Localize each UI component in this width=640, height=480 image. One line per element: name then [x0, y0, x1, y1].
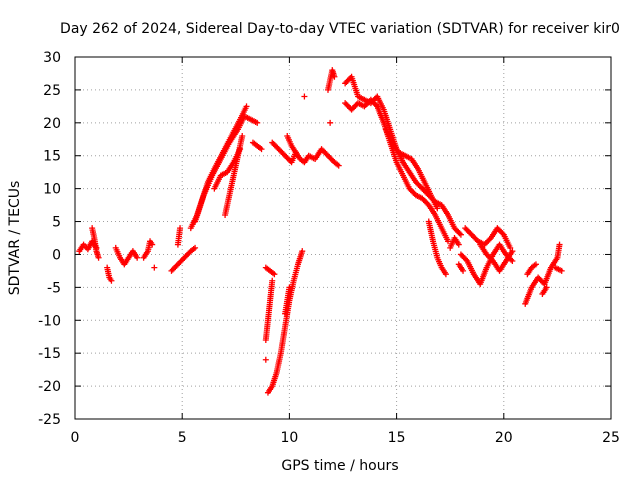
- data-point: [457, 231, 464, 238]
- data-point: [507, 244, 514, 251]
- y-tick-label: 30: [43, 50, 61, 66]
- x-tick-label: 25: [602, 430, 620, 446]
- data-point: [509, 258, 516, 265]
- x-axis-label: GPS time / hours: [281, 458, 398, 474]
- x-tick-label: 20: [495, 430, 513, 446]
- y-tick-label: 5: [52, 215, 61, 231]
- data-point: [134, 254, 141, 261]
- y-tick-label: -5: [47, 280, 61, 296]
- data-point: [434, 205, 441, 212]
- data-point: [543, 284, 550, 291]
- grid-layer: [75, 57, 611, 419]
- y-axis-label: SDTVAR / TECUs: [7, 181, 23, 296]
- data-point: [239, 132, 246, 139]
- data-point: [558, 267, 565, 274]
- x-tick-label: 0: [71, 430, 80, 446]
- plot-frame: [74, 56, 612, 420]
- data-point: [556, 241, 563, 248]
- data-point: [108, 277, 115, 284]
- data-point: [258, 146, 265, 153]
- tick-layer: 0 5 10 15 20 25 -25 -20 -15 -10 -5 0 5 10 15 20 25 30: [38, 50, 620, 446]
- data-marks: [76, 67, 565, 396]
- y-tick-label: 25: [43, 83, 61, 99]
- data-point: [243, 103, 250, 110]
- data-point: [192, 244, 199, 251]
- x-tick-label: 15: [388, 430, 406, 446]
- data-point: [271, 271, 278, 278]
- y-tick-label: 15: [43, 149, 61, 165]
- data-point: [292, 149, 299, 156]
- data-point: [269, 277, 276, 284]
- y-tick-label: -25: [38, 412, 61, 428]
- data-point: [299, 248, 306, 255]
- x-tick-label: 10: [280, 430, 298, 446]
- data-point: [151, 264, 158, 271]
- y-tick-label: -15: [38, 346, 61, 362]
- data-point: [532, 261, 539, 268]
- data-point: [455, 241, 462, 248]
- data-point: [331, 73, 338, 80]
- data-point: [463, 256, 470, 263]
- y-tick-label: 10: [43, 182, 61, 198]
- data-point: [499, 230, 506, 237]
- x-tick-label: 5: [178, 430, 187, 446]
- y-tick-label: -10: [38, 313, 61, 329]
- data-point: [177, 225, 184, 232]
- data-point: [254, 119, 261, 126]
- data-point: [509, 248, 516, 255]
- y-tick-label: -20: [38, 379, 61, 395]
- data-point: [456, 230, 463, 237]
- y-tick-label: 0: [52, 247, 61, 263]
- data-point: [327, 119, 334, 126]
- data-point: [301, 93, 308, 100]
- data-point: [442, 271, 449, 278]
- data-point: [95, 254, 102, 261]
- data-point: [445, 238, 452, 245]
- data-point: [460, 267, 467, 274]
- data-point: [149, 241, 156, 248]
- data-point: [286, 284, 293, 291]
- data-point: [373, 102, 380, 109]
- data-point: [335, 162, 342, 169]
- chart-title: Day 262 of 2024, Sidereal Day-to-day VTE…: [60, 21, 620, 37]
- data-point: [262, 356, 269, 363]
- y-tick-label: 20: [43, 116, 61, 132]
